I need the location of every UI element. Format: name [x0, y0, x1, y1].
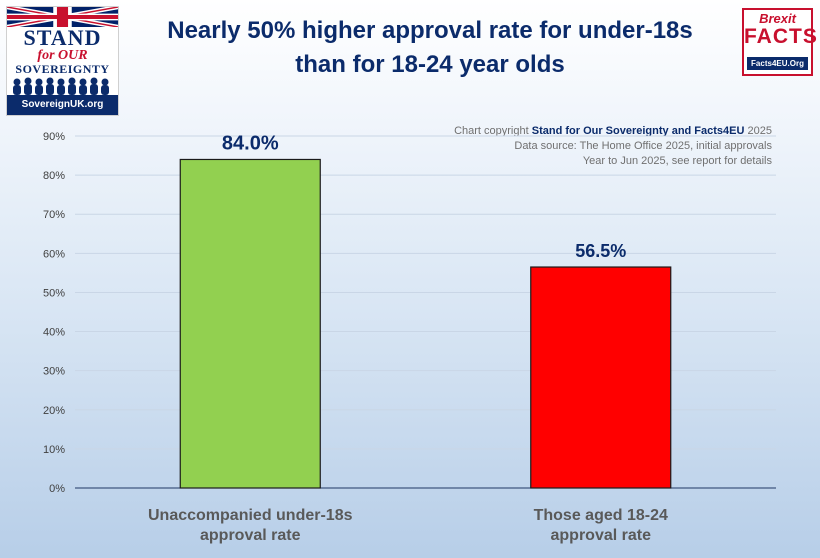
copyright-owner: Stand for Our Sovereignty and Facts4EU — [531, 125, 745, 137]
copyright-note: Chart copyright Stand for Our Sovereignt… — [380, 124, 772, 169]
x-category-label: Those aged 18-24 — [534, 507, 668, 524]
data-period-line: Year to Jun 2025, see report for details — [582, 155, 772, 167]
y-tick-label: 20% — [43, 405, 65, 417]
chart-title-line-2: than for 18-24 year olds — [295, 51, 565, 78]
y-tick-label: 50% — [43, 287, 65, 299]
x-category-label: approval rate — [200, 527, 301, 544]
logo-facts-text: FACTS — [744, 25, 818, 48]
chart-title: Nearly 50% higher approval rate for unde… — [125, 14, 735, 82]
brexit-facts-logo: Brexit FACTS Facts4EU.Org — [742, 8, 818, 76]
y-tick-label: 10% — [43, 444, 65, 456]
y-tick-label: 70% — [43, 209, 65, 221]
bar — [179, 158, 321, 489]
y-tick-label: 0% — [49, 483, 65, 495]
y-tick-label: 40% — [43, 327, 65, 339]
x-category-label: Unaccompanied under-18s — [148, 507, 353, 524]
data-source-line: Data source: The Home Office 2025, initi… — [514, 140, 772, 152]
stand-for-our-sovereignty-logo: STAND for OUR SOVEREIGNTY SovereignUK.or… — [6, 6, 119, 116]
chart-title-line-1: Nearly 50% higher approval rate for unde… — [167, 17, 693, 44]
y-tick-label: 80% — [43, 170, 65, 182]
copyright-year: 2025 — [747, 125, 772, 137]
bar — [530, 266, 672, 489]
y-tick-label: 90% — [43, 131, 65, 143]
logo-sovereignty-text: SOVEREIGNTY — [15, 62, 110, 76]
logo-facts4eu-url: Facts4EU.Org — [747, 57, 808, 70]
copyright-line: Chart copyright Stand for Our Sovereignt… — [380, 124, 772, 139]
bar-value-label: 56.5% — [575, 241, 626, 261]
logo-for-our-text: for OUR — [37, 48, 88, 63]
logo-sovereign-url: SovereignUK.org — [7, 95, 118, 115]
bar-value-label: 84.0% — [222, 132, 279, 154]
union-jack-flag-icon — [7, 7, 118, 27]
logo-brexit-text: Brexit — [759, 11, 796, 26]
x-category-label: approval rate — [551, 527, 652, 544]
crowd-silhouette-icon — [13, 77, 109, 95]
y-tick-label: 30% — [43, 366, 65, 378]
copyright-prefix: Chart copyright — [454, 125, 529, 137]
y-tick-label: 60% — [43, 248, 65, 260]
logo-stand-text: STAND — [23, 25, 102, 50]
